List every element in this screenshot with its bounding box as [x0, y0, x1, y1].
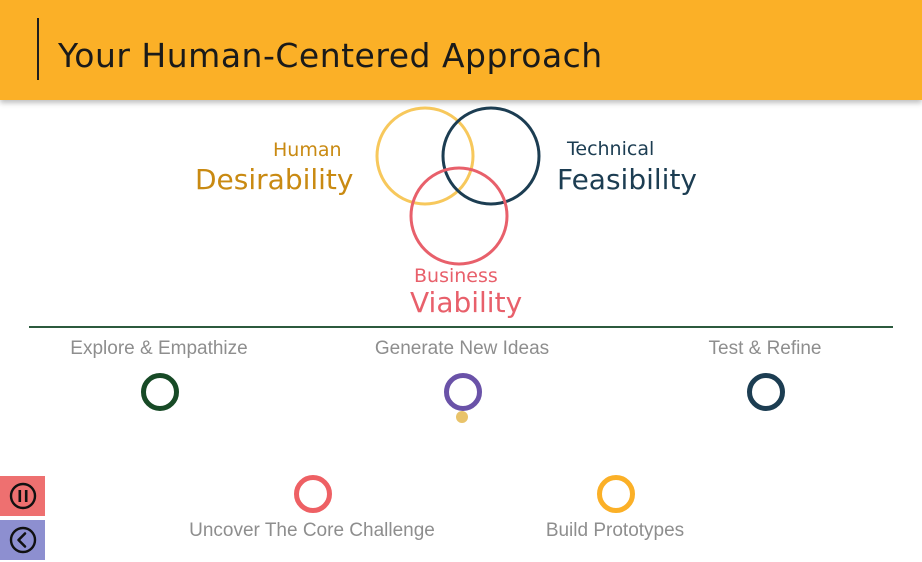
desirability-label-small: Human: [273, 139, 342, 161]
feasibility-label-big: Feasibility: [557, 163, 697, 196]
step-node-build[interactable]: [597, 475, 635, 513]
step-node-test[interactable]: [747, 373, 785, 411]
pause-button[interactable]: [0, 476, 45, 516]
chevron-left-circle-icon: [9, 526, 36, 554]
step-label-explore: Explore & Empathize: [70, 338, 248, 359]
step-label-uncover: Uncover The Core Challenge: [189, 520, 435, 541]
feasibility-circle: [441, 106, 541, 206]
step-node-uncover[interactable]: [294, 475, 332, 513]
back-button[interactable]: [0, 520, 45, 560]
viability-label-big: Viability: [410, 286, 523, 319]
desirability-label-big: Desirability: [195, 163, 354, 196]
feasibility-label-small: Technical: [567, 138, 655, 160]
step-node-explore[interactable]: [141, 373, 179, 411]
step-node-generate[interactable]: [444, 373, 482, 411]
timeline-line: [29, 326, 893, 328]
venn-diagram: [375, 106, 541, 266]
step-label-build: Build Prototypes: [545, 520, 685, 541]
viability-circle: [409, 166, 509, 266]
title-accent-bar: [37, 18, 39, 80]
desirability-circle: [375, 106, 475, 206]
header-banner: Your Human-Centered Approach: [0, 0, 922, 100]
page-title: Your Human-Centered Approach: [58, 36, 603, 75]
step-label-generate: Generate New Ideas: [374, 338, 550, 359]
viability-label-small: Business: [414, 265, 498, 287]
step-label-test: Test & Refine: [708, 338, 822, 359]
current-step-marker: [456, 411, 468, 423]
pause-circle-icon: [9, 482, 36, 510]
